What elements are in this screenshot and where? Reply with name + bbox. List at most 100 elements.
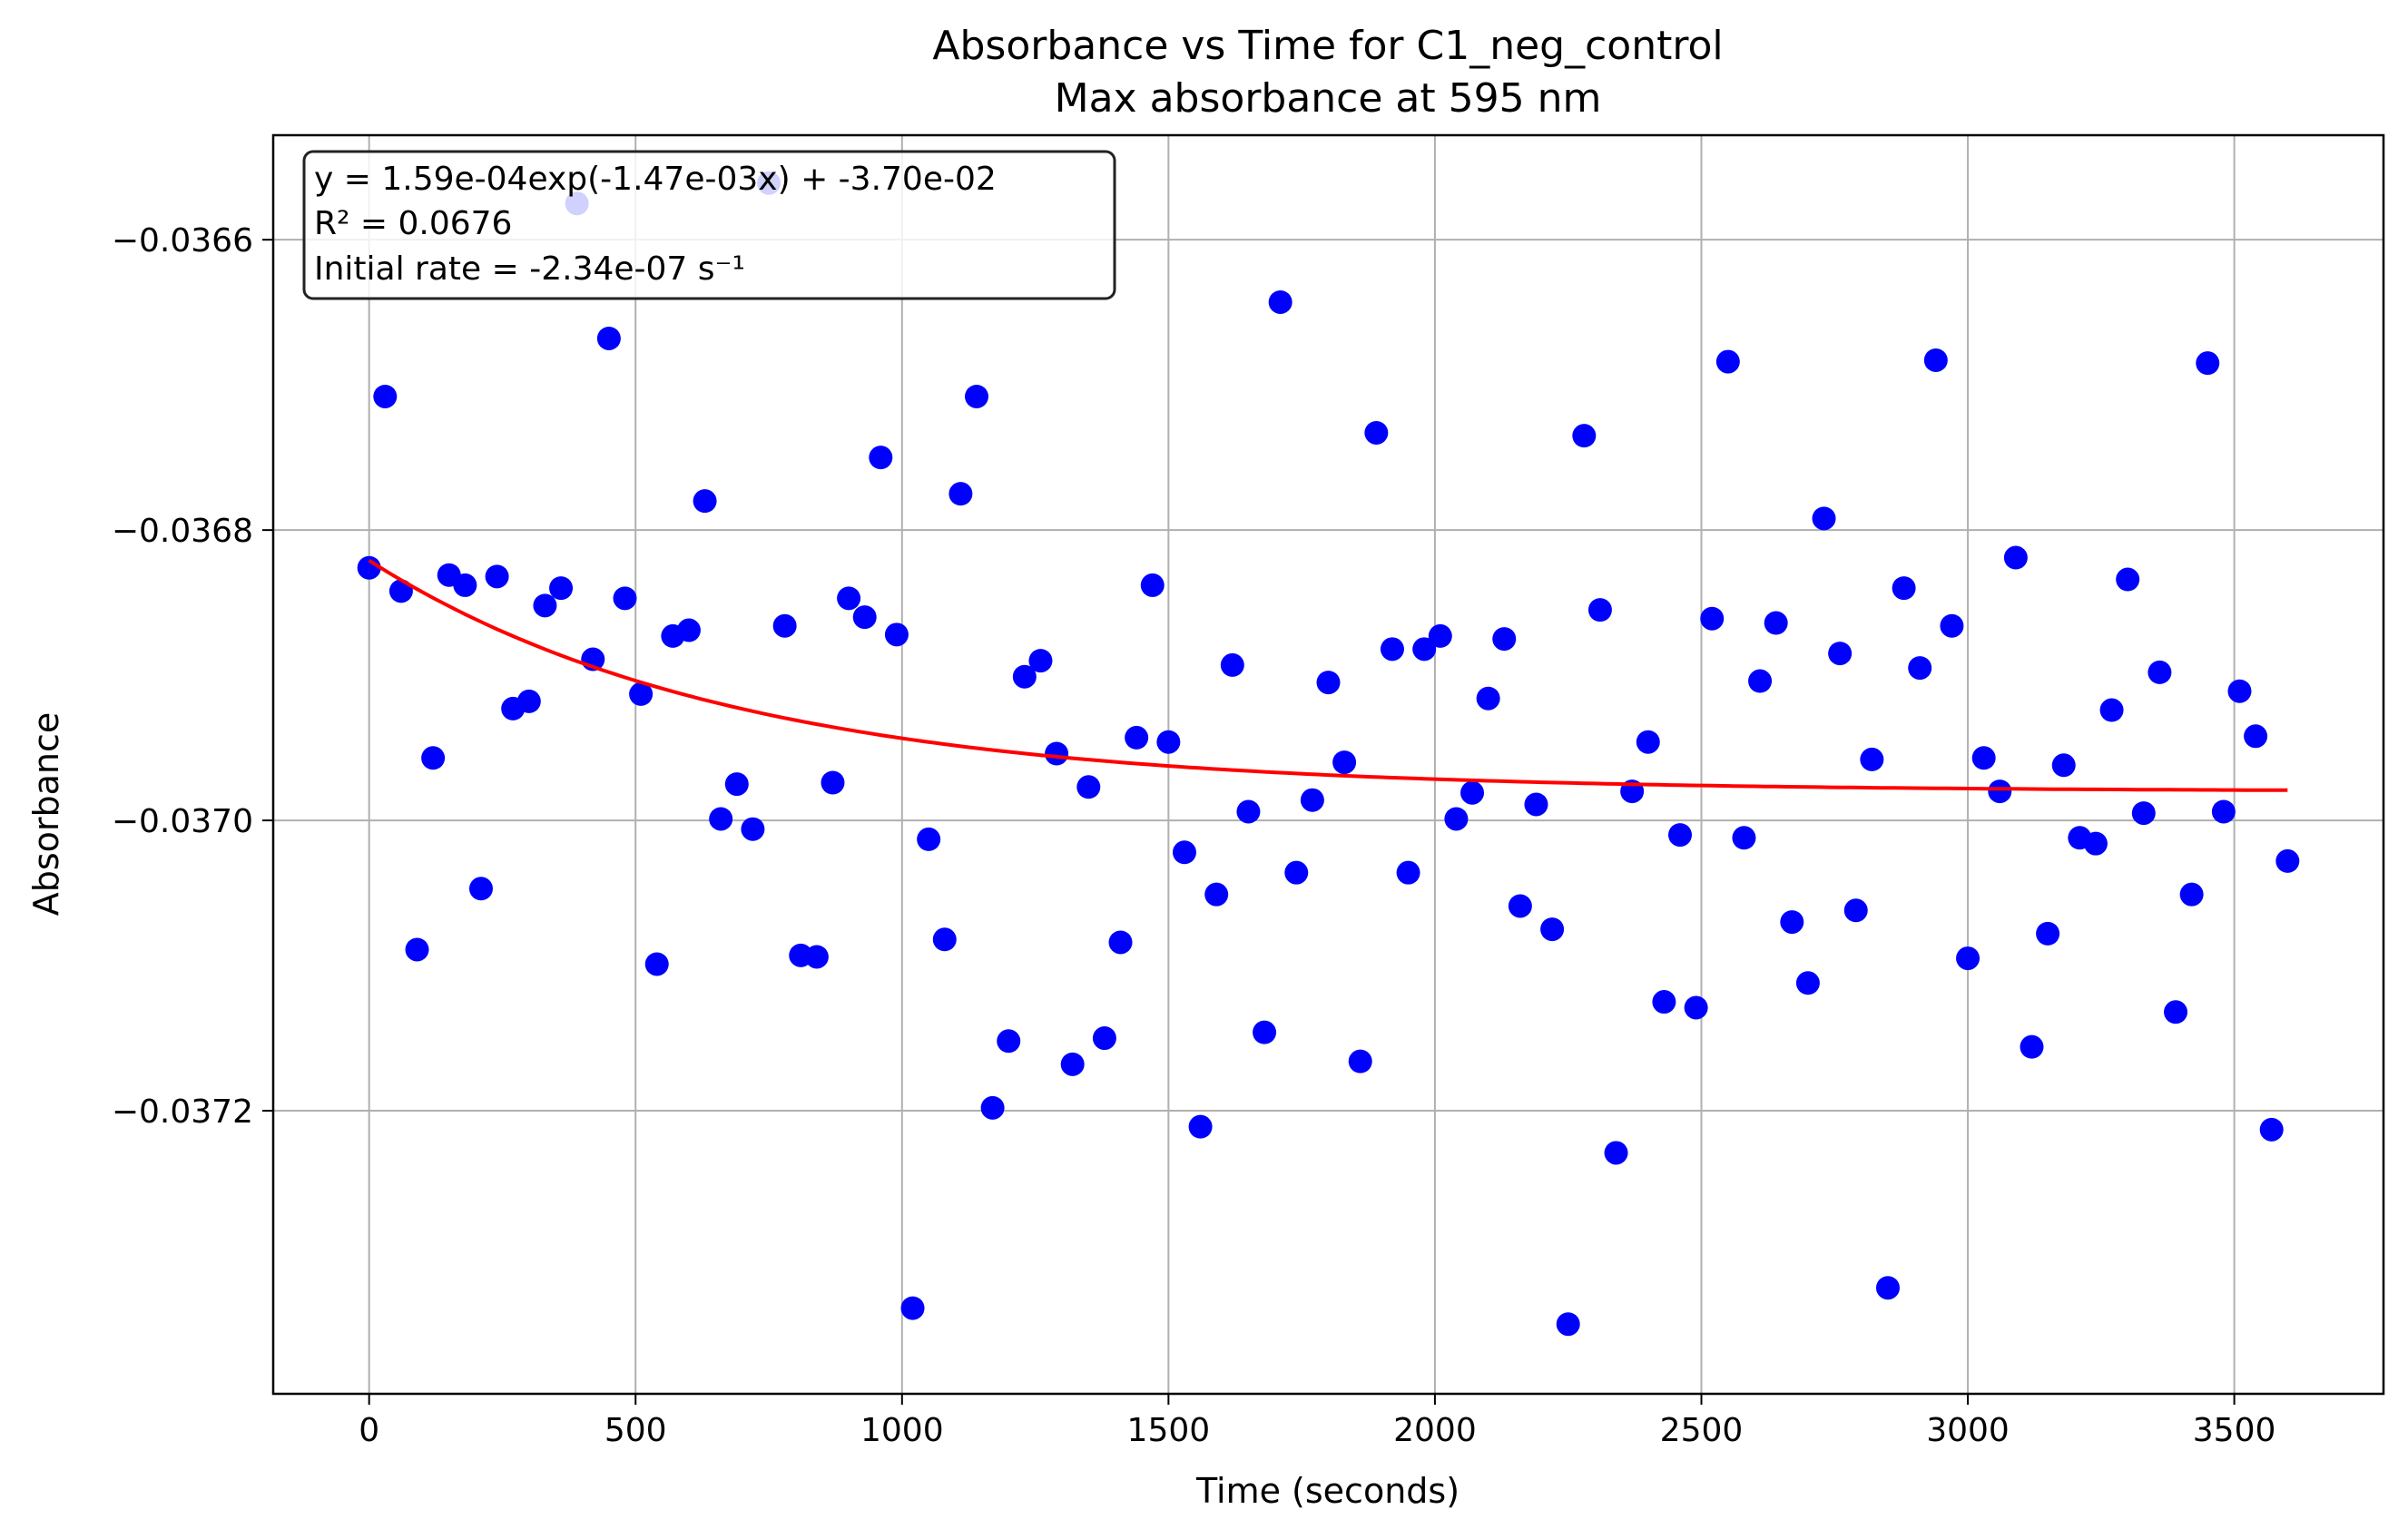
- data-point: [1908, 656, 1932, 681]
- data-point: [1604, 1141, 1628, 1165]
- data-point: [2244, 724, 2268, 749]
- data-point: [980, 1095, 1005, 1120]
- data-point: [1875, 1276, 1900, 1300]
- data-point: [1524, 792, 1548, 817]
- y-tick-label: −0.0370: [112, 803, 253, 840]
- data-point: [1684, 995, 1708, 1020]
- data-point: [1540, 917, 1565, 942]
- data-point: [1636, 730, 1660, 754]
- data-point: [965, 384, 988, 408]
- data-point: [1812, 506, 1836, 531]
- data-point: [1156, 730, 1181, 754]
- data-point: [1843, 898, 1868, 923]
- y-tick-label: −0.0368: [112, 513, 253, 550]
- data-point: [2051, 753, 2076, 778]
- data-point: [1076, 775, 1101, 799]
- data-point: [2227, 679, 2252, 703]
- x-tick-label: 1000: [860, 1412, 944, 1449]
- data-point: [1715, 349, 1740, 374]
- data-point: [1092, 1026, 1116, 1051]
- data-point: [804, 945, 829, 969]
- data-point: [1140, 573, 1165, 597]
- data-point: [405, 937, 429, 962]
- data-point: [1300, 788, 1324, 812]
- data-point: [1172, 840, 1196, 865]
- x-tick-label: 3500: [2193, 1412, 2276, 1449]
- data-point: [1780, 910, 1804, 935]
- data-point: [884, 622, 909, 647]
- x-tick-label: 2000: [1393, 1412, 1477, 1449]
- data-point: [900, 1296, 925, 1320]
- axis-ticks: 0 500 1000 1500 2000 2500 3000 3500 −0.0366 −0.03…: [112, 222, 2276, 1449]
- data-point: [1028, 649, 1053, 673]
- data-point: [1428, 623, 1452, 648]
- data-point: [676, 618, 701, 642]
- data-point: [1125, 725, 1149, 750]
- data-point: [2148, 660, 2172, 684]
- data-point: [1748, 669, 1773, 693]
- data-point: [1492, 627, 1517, 652]
- data-point: [709, 807, 733, 831]
- data-point: [1572, 424, 1597, 448]
- data-point: [1460, 780, 1485, 805]
- data-point: [1828, 642, 1853, 666]
- x-tick-label: 0: [359, 1412, 379, 1449]
- data-point: [1892, 576, 1916, 601]
- data-point: [837, 586, 861, 611]
- data-point: [948, 482, 973, 506]
- data-point: [2099, 698, 2124, 722]
- data-point: [917, 827, 941, 851]
- data-point: [1732, 826, 1756, 850]
- x-tick-label: 1500: [1127, 1412, 1211, 1449]
- data-point: [613, 586, 637, 611]
- data-point: [2003, 545, 2028, 570]
- data-point: [932, 927, 957, 952]
- data-point: [1204, 882, 1229, 907]
- data-point: [1012, 664, 1037, 689]
- data-point: [1508, 894, 1532, 918]
- data-point: [772, 613, 797, 638]
- x-axis-label: Time (seconds): [1195, 1471, 1460, 1511]
- data-point: [1332, 750, 1357, 775]
- fit-curve-layer: [368, 559, 2288, 792]
- data-point: [1668, 823, 1692, 848]
- data-point: [1940, 613, 1964, 638]
- data-point: [1700, 606, 1725, 631]
- data-point: [1364, 420, 1389, 445]
- data-point: [693, 489, 717, 514]
- data-point: [997, 1029, 1021, 1054]
- data-point: [468, 877, 493, 901]
- annotation-frame: [302, 150, 1116, 300]
- data-point: [644, 952, 669, 976]
- data-point: [373, 384, 398, 408]
- y-axis-label: Absorbance: [26, 712, 66, 917]
- data-point: [1444, 807, 1469, 831]
- data-point: [485, 564, 509, 589]
- data-point: [596, 326, 621, 350]
- data-point: [1764, 611, 1788, 635]
- data-point: [1860, 747, 1884, 771]
- data-point: [1476, 686, 1500, 711]
- fit-annotation: y = 1.59e-04exp(-1.47e-03x) + -3.70e-02 …: [302, 150, 1116, 300]
- annotation-equation: y = 1.59e-04exp(-1.47e-03x) + -3.70e-02: [314, 161, 997, 198]
- data-point: [1587, 598, 1612, 622]
- data-point: [869, 446, 893, 470]
- x-tick-label: 3000: [1926, 1412, 2010, 1449]
- data-point: [2020, 1034, 2044, 1059]
- data-point: [1316, 671, 1341, 695]
- plot-frame: [271, 133, 2385, 1396]
- data-point: [1396, 860, 1420, 885]
- data-point: [1220, 652, 1244, 677]
- data-point: [1556, 1312, 1580, 1337]
- data-point: [2211, 799, 2236, 824]
- data-point: [2275, 848, 2300, 873]
- data-point: [1380, 637, 1404, 662]
- data-point: [2036, 921, 2060, 946]
- data-point: [1923, 348, 1948, 372]
- data-point: [1795, 971, 1820, 995]
- data-point: [852, 605, 877, 630]
- data-point: [533, 593, 557, 618]
- x-tick-label: 2500: [1660, 1412, 1744, 1449]
- y-tick-label: −0.0372: [112, 1093, 253, 1131]
